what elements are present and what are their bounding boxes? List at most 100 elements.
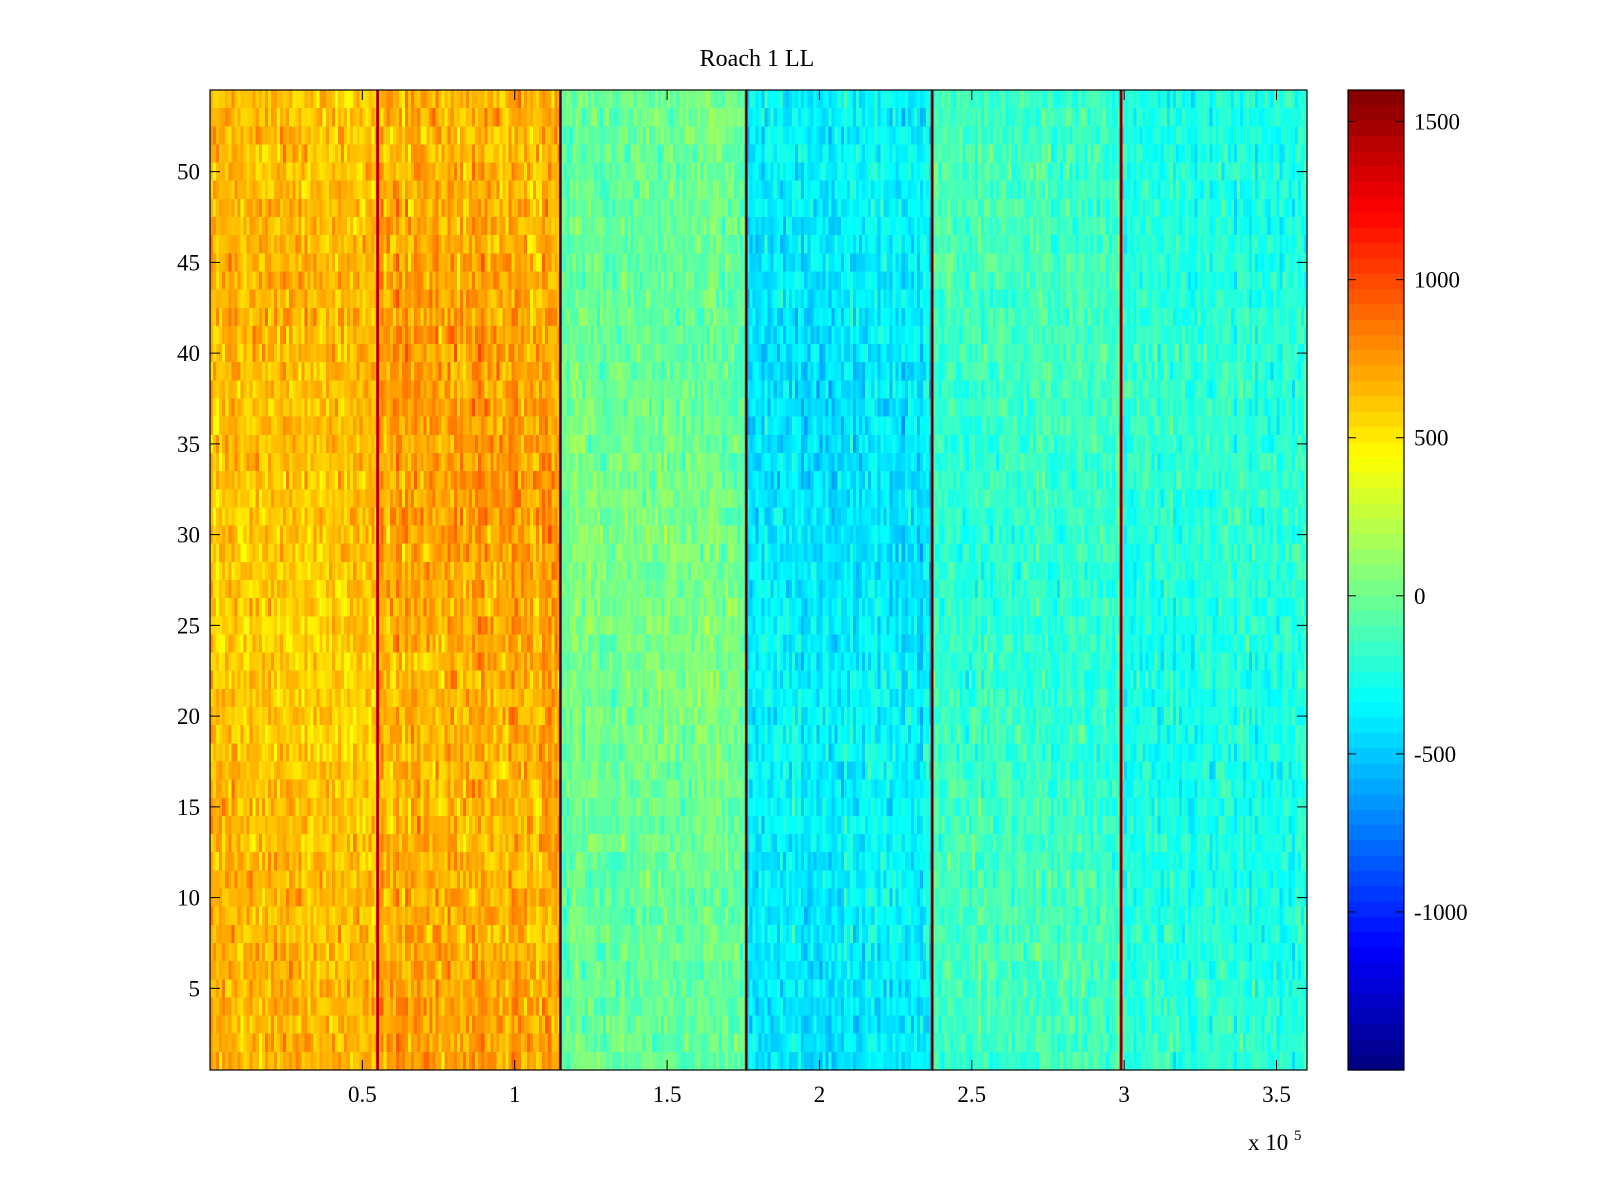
colorbar-band xyxy=(1348,197,1404,214)
colorbar-band xyxy=(1348,442,1404,459)
colorbar-band xyxy=(1348,733,1404,750)
colorbar-tick-label: 1000 xyxy=(1414,268,1460,293)
colorbar-band xyxy=(1348,1054,1404,1071)
x-multiplier-base: x 10 xyxy=(1248,1130,1288,1155)
x-tick-label: 1.5 xyxy=(653,1082,682,1107)
colorbar-gradient xyxy=(1348,90,1404,1071)
y-tick-label: 15 xyxy=(177,795,200,820)
colorbar-band xyxy=(1348,564,1404,581)
colorbar-band xyxy=(1348,748,1404,765)
colorbar-band xyxy=(1348,840,1404,857)
y-tick-label: 35 xyxy=(177,432,200,457)
colorbar-band xyxy=(1348,671,1404,688)
colorbar-band xyxy=(1348,365,1404,382)
colorbar-band xyxy=(1348,335,1404,351)
colorbar-band xyxy=(1348,580,1404,596)
colorbar-band xyxy=(1348,610,1404,627)
colorbar-frame xyxy=(1347,89,1405,1071)
x-tick-label: 3.5 xyxy=(1262,1082,1291,1107)
colorbar-band xyxy=(1348,794,1404,811)
colorbar-band xyxy=(1348,396,1404,413)
colorbar-band xyxy=(1348,855,1404,872)
y-tick-label: 10 xyxy=(177,886,200,911)
x-multiplier-exponent: 5 xyxy=(1294,1128,1302,1144)
colorbar-band xyxy=(1348,319,1404,336)
colorbar-band xyxy=(1348,702,1404,719)
x-tick-label: 0.5 xyxy=(348,1082,377,1107)
colorbar-band xyxy=(1348,227,1404,244)
colorbar-band xyxy=(1348,457,1404,474)
colorbar-band xyxy=(1348,687,1404,704)
colorbar-tick-label: -500 xyxy=(1414,742,1456,767)
colorbar-tick-label: 0 xyxy=(1414,584,1426,609)
colorbar-band xyxy=(1348,380,1404,397)
y-tick-label: 50 xyxy=(177,160,200,185)
colorbar-band xyxy=(1348,350,1404,367)
x-axis-ticks: 0.5 1 1.5 2 2.5 3 3.5 xyxy=(348,90,1291,1107)
heatmap-cells xyxy=(210,90,1307,1070)
colorbar-band xyxy=(1348,273,1404,290)
colorbar-ticks: 1500 1000 500 0 -500 -1000 xyxy=(1348,110,1468,925)
colorbar-band xyxy=(1348,625,1404,642)
colorbar-band xyxy=(1348,120,1404,137)
x-tick-label: 1 xyxy=(509,1082,521,1107)
colorbar-band xyxy=(1348,212,1404,229)
x-tick-label: 3 xyxy=(1118,1082,1130,1107)
colorbar-band xyxy=(1348,1039,1404,1056)
colorbar-band xyxy=(1348,932,1404,949)
colorbar-band xyxy=(1348,1008,1404,1025)
colorbar-band xyxy=(1348,1024,1404,1040)
colorbar-band xyxy=(1348,258,1404,275)
colorbar-tick-label: 1500 xyxy=(1414,110,1460,135)
colorbar-band xyxy=(1348,534,1404,550)
colorbar-band xyxy=(1348,518,1404,535)
heatmap-boundary-lines xyxy=(376,90,1123,1070)
heatmap-boundary-core xyxy=(1120,90,1122,1070)
colorbar-band xyxy=(1348,886,1404,903)
colorbar-band xyxy=(1348,763,1404,780)
y-tick-label: 45 xyxy=(177,250,200,275)
y-tick-label: 30 xyxy=(177,523,200,548)
colorbar-band xyxy=(1348,426,1404,443)
colorbar-band xyxy=(1348,90,1404,106)
colorbar-band xyxy=(1348,901,1404,918)
y-axis-ticks: 5 10 15 20 25 30 35 40 45 50 xyxy=(177,160,1307,1001)
colorbar-band xyxy=(1348,166,1404,183)
colorbar-band xyxy=(1348,135,1404,152)
colorbar-band xyxy=(1348,181,1404,198)
colorbar-band xyxy=(1348,993,1404,1010)
colorbar-band xyxy=(1348,411,1404,428)
y-tick-label: 5 xyxy=(189,976,201,1001)
x-multiplier-label: x 10 5 xyxy=(1248,1128,1302,1155)
heatmap-boundary-core xyxy=(559,90,562,1070)
colorbar-band xyxy=(1348,779,1404,795)
colorbar-band xyxy=(1348,151,1404,168)
colorbar-band xyxy=(1348,825,1404,841)
colorbar-band xyxy=(1348,289,1404,305)
colorbar-band xyxy=(1348,304,1404,321)
heatmap-boundary-core xyxy=(931,90,933,1070)
colorbar-band xyxy=(1348,656,1404,673)
colorbar-tick-label: 500 xyxy=(1414,426,1449,451)
y-tick-label: 20 xyxy=(177,704,200,729)
heatmap-boundary-core xyxy=(745,90,747,1070)
y-tick-label: 25 xyxy=(177,613,200,638)
colorbar-band xyxy=(1348,947,1404,964)
x-tick-label: 2 xyxy=(814,1082,826,1107)
y-tick-label: 40 xyxy=(177,341,200,366)
x-tick-label: 2.5 xyxy=(957,1082,986,1107)
colorbar-band xyxy=(1348,472,1404,489)
colorbar-tick-label: -1000 xyxy=(1414,900,1468,925)
chart-title: Roach 1 LL xyxy=(700,46,815,72)
colorbar-band xyxy=(1348,978,1404,995)
colorbar-band xyxy=(1348,916,1404,933)
colorbar-band xyxy=(1348,549,1404,566)
colorbar-band xyxy=(1348,962,1404,979)
colorbar-band xyxy=(1348,717,1404,734)
colorbar-band xyxy=(1348,870,1404,887)
colorbar-band xyxy=(1348,595,1404,612)
plot-frame xyxy=(209,89,1308,1071)
heatmap-cell-grid xyxy=(210,90,1307,1070)
colorbar-band xyxy=(1348,243,1404,260)
